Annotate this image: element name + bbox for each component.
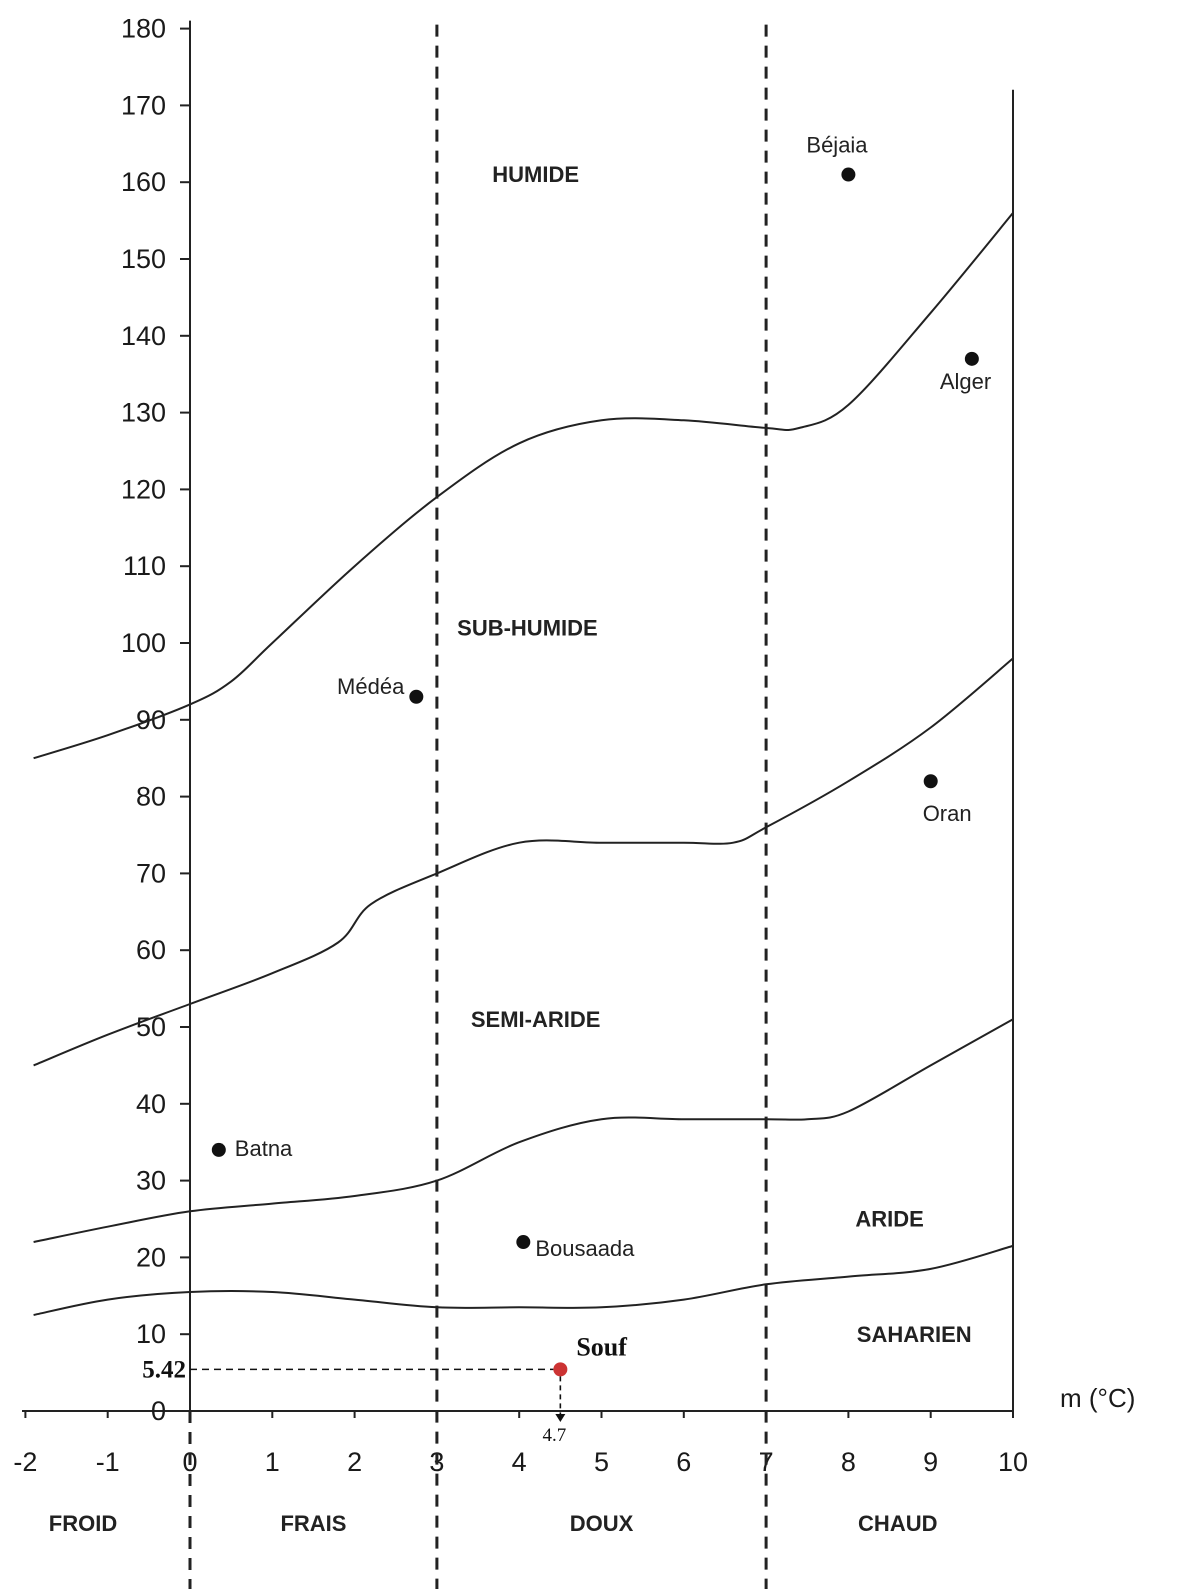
point-label: Bousaada — [535, 1236, 635, 1261]
point-label: Souf — [576, 1332, 627, 1361]
data-point — [211, 1142, 226, 1157]
climate-boundary-curve — [33, 1244, 1014, 1316]
y-tick-label: 180 — [121, 14, 166, 44]
climate-zone-label: SUB-HUMIDE — [457, 615, 598, 640]
souf-arrowhead — [555, 1414, 566, 1422]
climate-zone-label: ARIDE — [855, 1207, 923, 1232]
x-tick-label: -1 — [96, 1447, 120, 1477]
y-tick-label: 160 — [121, 167, 166, 197]
y-tick-label: 30 — [136, 1166, 166, 1196]
y-tick-label: 20 — [136, 1242, 166, 1272]
data-point — [409, 689, 424, 704]
climate-boundary-curve — [33, 1018, 1014, 1243]
temperature-zone-label: FRAIS — [280, 1511, 346, 1536]
y-tick-label: 40 — [136, 1089, 166, 1119]
souf-annotations: 5.42 4.7 — [142, 1356, 566, 1446]
y-tick-label: 10 — [136, 1319, 166, 1349]
data-point — [553, 1362, 568, 1377]
x-tick-label: 5 — [594, 1447, 609, 1477]
climate-zone-label: SAHARIEN — [857, 1322, 972, 1347]
temperature-zone-labels: FROID FRAIS DOUX CHAUD — [49, 1511, 938, 1536]
point-label: Batna — [235, 1136, 293, 1161]
y-tick-label: 50 — [136, 1012, 166, 1042]
climate-boundary-curve — [33, 212, 1014, 760]
climate-zone-label: SEMI-ARIDE — [471, 1007, 601, 1032]
point-label: Alger — [940, 369, 991, 394]
souf-x-value-label: 4.7 — [542, 1425, 566, 1446]
zone-dividers — [188, 24, 768, 1589]
temperature-zone-label: CHAUD — [858, 1511, 937, 1536]
souf-y-value-label: 5.42 — [142, 1356, 186, 1383]
temperature-zone-label: FROID — [49, 1511, 117, 1536]
x-tick-label: 1 — [265, 1447, 280, 1477]
point-label: Béjaia — [806, 133, 868, 158]
x-tick-label: 8 — [841, 1447, 856, 1477]
y-tick-label: 0 — [151, 1396, 166, 1426]
data-point — [516, 1235, 531, 1250]
x-tick-label: 9 — [923, 1447, 938, 1477]
y-tick-label: 110 — [123, 551, 166, 581]
y-tick-label: 150 — [121, 244, 166, 274]
climate-boundaries — [33, 212, 1014, 1316]
y-tick-label: 170 — [121, 90, 166, 120]
data-point — [841, 167, 856, 182]
x-axis-unit-label: m (°C) — [1060, 1383, 1135, 1413]
climate-zone-labels: HUMIDE SUB-HUMIDE SEMI-ARIDE ARIDE SAHARIEN — [457, 162, 972, 1347]
city-points: Béjaia Alger Médéa Oran Batna Bousaada Souf — [211, 133, 991, 1377]
climate-boundary-curve — [33, 657, 1014, 1067]
point-label: Oran — [923, 801, 972, 826]
y-tick-label: 100 — [121, 628, 166, 658]
y-tick-label: 130 — [121, 398, 166, 428]
x-tick-label: -2 — [13, 1447, 37, 1477]
data-point — [964, 351, 979, 366]
y-tick-label: 120 — [121, 474, 166, 504]
y-tick-label: 60 — [136, 935, 166, 965]
x-tick-label: 6 — [676, 1447, 691, 1477]
x-tick-label: 4 — [512, 1447, 527, 1477]
y-tick-label: 140 — [121, 321, 166, 351]
x-tick-label: 10 — [998, 1447, 1028, 1477]
temperature-zone-label: DOUX — [570, 1511, 634, 1536]
data-point — [923, 774, 938, 789]
x-tick-label: 2 — [347, 1447, 362, 1477]
axes: 0102030405060708090100110120130140150160… — [13, 14, 1028, 1477]
y-tick-label: 80 — [136, 782, 166, 812]
climate-zone-label: HUMIDE — [492, 162, 579, 187]
y-tick-label: 70 — [136, 858, 166, 888]
point-label: Médéa — [337, 674, 405, 699]
